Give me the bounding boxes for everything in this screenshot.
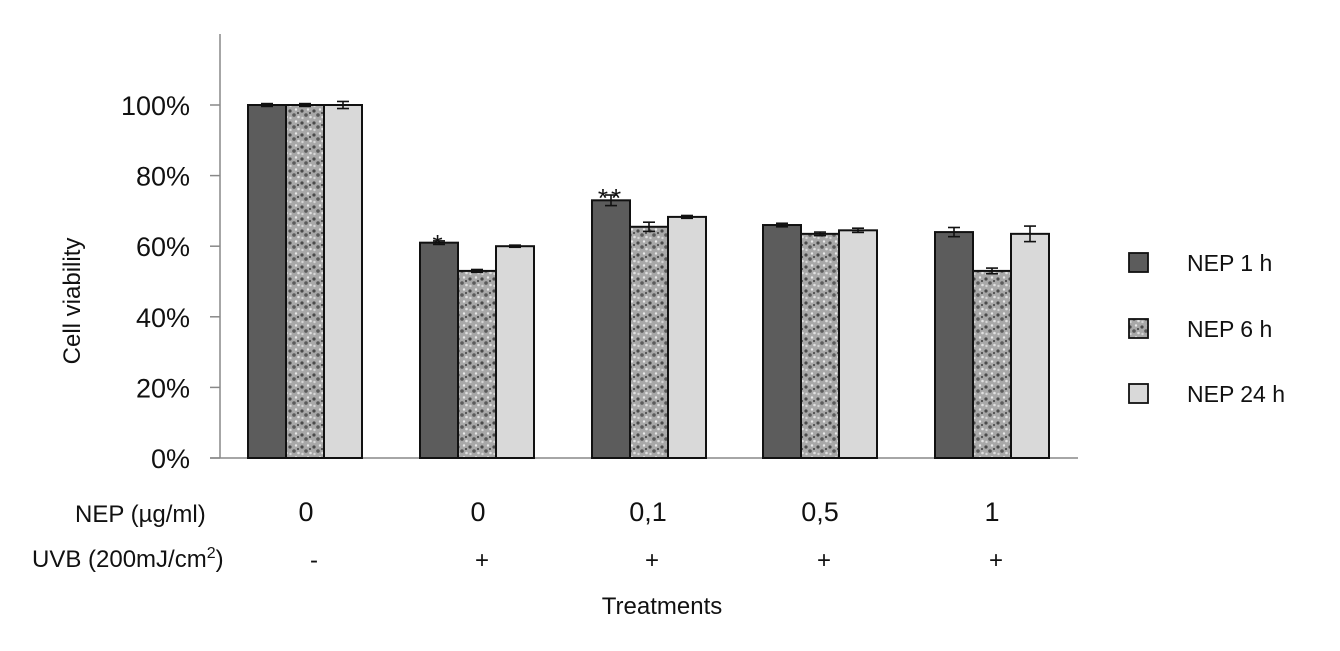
bar-nep-24-h [838,229,878,459]
bar-nep-24-h [667,215,707,459]
y-tick-label: 80% [136,162,190,192]
bar-nep-1-h [934,231,974,459]
legend-label: NEP 6 h [1187,316,1272,342]
y-tick-label: 0% [151,444,190,474]
uvb-value-label: + [817,547,831,574]
uvb-value-label: + [475,547,489,574]
significance-marker: * [432,229,445,259]
category-label: 0 [298,497,313,527]
bar-nep-24-h [495,245,535,459]
bar-nep-24-h [1010,232,1050,459]
bar-nep-1-h [247,104,287,459]
uvb-value-label: + [989,547,1003,574]
y-tick-label: 40% [136,303,190,333]
category-label: 0 [470,497,485,527]
bar-nep-6-h [285,104,325,459]
uvb-row-label: UVB (200mJ/cm2) [32,545,224,573]
legend: NEP 1 h NEP 6 h NEP 24 h [1128,250,1285,407]
category-label: 0,5 [801,497,839,527]
legend-swatch [1128,383,1149,404]
y-tick-label: 100% [121,91,190,121]
y-axis-title: Cell viability [59,238,86,365]
significance-marker: ** [598,183,624,213]
bar-nep-6-h [629,225,669,459]
bar-nep-1-h [762,224,802,459]
legend-swatch [1128,318,1149,339]
nep-row-label: NEP (µg/ml) [75,501,206,528]
bar-nep-6-h [972,269,1012,459]
legend-label: NEP 1 h [1187,250,1272,276]
uvb-value-label: + [645,547,659,574]
bar-nep-24-h [323,104,363,459]
bar-nep-1-h [591,199,631,459]
legend-swatch [1128,252,1149,273]
y-tick-label: 20% [136,373,190,403]
legend-label: NEP 24 h [1187,381,1285,407]
bar-nep-1-h [419,241,459,459]
category-label: 1 [984,497,999,527]
x-axis-title: Treatments [602,593,722,620]
y-tick-label: 60% [136,232,190,262]
uvb-value-label: - [310,547,318,574]
bar-nep-6-h [457,269,497,459]
category-label: 0,1 [629,497,667,527]
bar-nep-6-h [800,232,840,459]
